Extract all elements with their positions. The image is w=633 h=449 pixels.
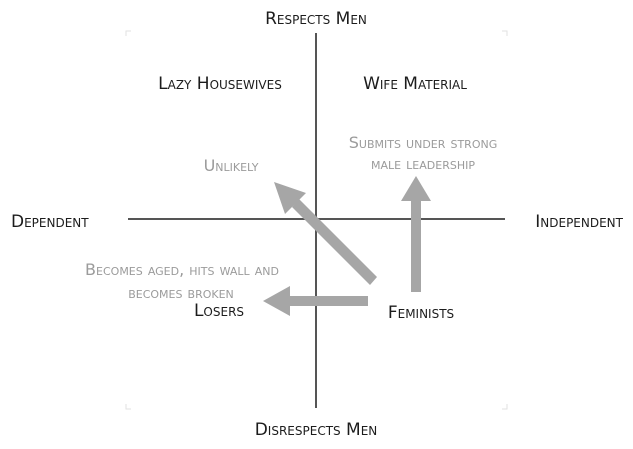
annotation-diagonal: Unlikely — [204, 156, 259, 175]
quadrant-label-bottom-right: Feminists — [388, 303, 454, 323]
frame-corners — [125, 30, 508, 410]
axis-label-top: Respects Men — [265, 9, 367, 29]
quadrant-label-top-left: Lazy Housewives — [158, 74, 282, 94]
quadrant-label-top-right: Wife Material — [363, 74, 467, 94]
annotation-left-line1: Becomes aged, hits wall and — [85, 260, 279, 279]
annotation-up-line2: male leadership — [371, 154, 475, 173]
arrow-up-shaft — [411, 199, 421, 292]
annotation-left-line2: becomes broken — [128, 283, 234, 302]
arrow-left-shaft — [288, 296, 368, 306]
axis-label-right: Independent — [535, 212, 623, 232]
quadrant-label-bottom-left: Losers — [194, 301, 244, 321]
arrow-up-head — [401, 176, 431, 201]
axis-label-left: Dependent — [11, 212, 89, 232]
arrow-left-head — [263, 286, 290, 316]
arrow-diagonal-shaft — [292, 199, 377, 285]
arrows — [263, 176, 431, 316]
annotation-up-line1: Submits under strong — [349, 133, 497, 152]
axis-label-bottom: Disrespects Men — [255, 420, 378, 440]
arrow-diagonal-head — [274, 182, 306, 214]
